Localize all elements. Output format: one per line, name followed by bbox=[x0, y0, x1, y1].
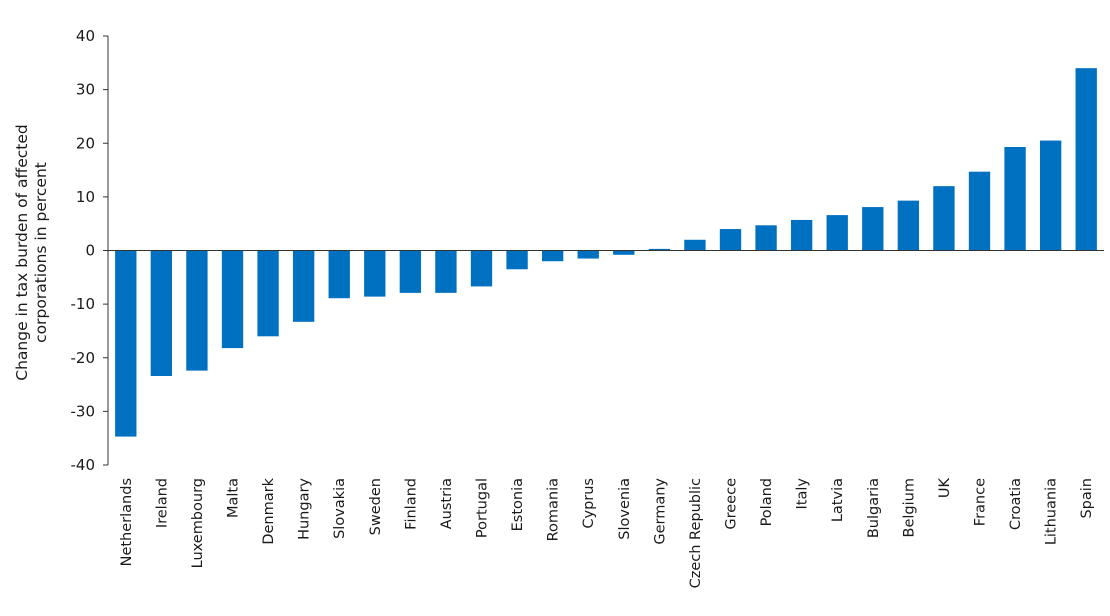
x-category-label: Luxembourg bbox=[190, 478, 206, 568]
bar-bulgaria bbox=[862, 207, 884, 251]
bar-cyprus bbox=[577, 250, 599, 259]
y-tick-label: 10 bbox=[76, 188, 95, 206]
x-category-label: Germany bbox=[652, 478, 668, 545]
y-axis-title-line: Change in tax burden of affected bbox=[13, 124, 31, 380]
bar-belgium bbox=[897, 200, 920, 251]
y-tick-label: 40 bbox=[76, 27, 95, 45]
x-axis-labels: Netherlands Ireland Luxembourg Malta Denmark… bbox=[119, 477, 1095, 588]
bar-ireland bbox=[150, 250, 173, 376]
bar-netherlands bbox=[115, 250, 137, 437]
x-category-label: Italy bbox=[795, 478, 811, 510]
x-category-label: Slovakia bbox=[332, 478, 348, 539]
y-tick-label: 30 bbox=[76, 81, 95, 99]
bar-slovakia bbox=[328, 250, 350, 299]
bar-denmark bbox=[257, 250, 279, 337]
bar-sweden bbox=[364, 250, 386, 297]
x-category-label: Belgium bbox=[901, 478, 917, 537]
y-tick-label: 20 bbox=[76, 134, 95, 152]
x-category-label: Bulgaria bbox=[866, 478, 882, 538]
x-category-label: Croatia bbox=[1008, 478, 1024, 530]
bar-czech-republic bbox=[684, 239, 706, 251]
y-tick-label: 0 bbox=[85, 242, 95, 260]
bar-uk bbox=[933, 186, 955, 251]
y-tick-label: -10 bbox=[71, 295, 96, 313]
bar-estonia bbox=[506, 250, 528, 270]
y-tick-label: -20 bbox=[71, 349, 96, 367]
bar-romania bbox=[541, 250, 564, 262]
y-axis-title-line: corporations in percent bbox=[32, 162, 50, 343]
bar-finland bbox=[399, 250, 422, 293]
y-axis-title: Change in tax burden of affected corporat… bbox=[13, 124, 50, 380]
x-category-label: Malta bbox=[226, 478, 242, 518]
bar-croatia bbox=[1004, 147, 1026, 251]
bar-lithuania bbox=[1039, 140, 1062, 251]
x-category-label: Poland bbox=[759, 478, 775, 526]
bar-hungary bbox=[292, 250, 315, 322]
x-category-label: UK bbox=[937, 478, 953, 499]
x-category-label: France bbox=[973, 478, 989, 526]
bar-portugal bbox=[470, 250, 493, 287]
x-category-label: Cyprus bbox=[581, 478, 597, 529]
x-category-label: Latvia bbox=[830, 478, 846, 522]
bar-austria bbox=[435, 250, 457, 293]
y-tick-label: -40 bbox=[71, 456, 96, 474]
bar-germany bbox=[648, 248, 671, 251]
x-category-label: Romania bbox=[546, 478, 562, 541]
bar-greece bbox=[719, 229, 742, 251]
x-category-label: Lithuania bbox=[1044, 478, 1060, 545]
bar-poland bbox=[755, 225, 777, 251]
x-category-label: Portugal bbox=[475, 478, 491, 538]
bars bbox=[115, 68, 1097, 437]
bar-latvia bbox=[826, 215, 848, 251]
x-category-label: Ireland bbox=[154, 478, 170, 528]
bar-france bbox=[968, 171, 991, 251]
x-category-label: Finland bbox=[403, 478, 419, 530]
x-category-label: Greece bbox=[724, 478, 740, 530]
x-category-label: Denmark bbox=[261, 477, 277, 544]
x-category-label: Estonia bbox=[510, 478, 526, 531]
y-axis-ticks: 40 30 20 10 0 -10 -20 -30 -40 bbox=[71, 27, 108, 474]
bar-slovenia bbox=[613, 250, 635, 255]
x-category-label: Czech Republic bbox=[688, 478, 704, 588]
bar-spain bbox=[1075, 68, 1097, 251]
x-category-label: Hungary bbox=[297, 478, 313, 540]
x-category-label: Slovenia bbox=[617, 478, 633, 540]
y-tick-label: -30 bbox=[71, 402, 96, 420]
x-category-label: Sweden bbox=[368, 478, 384, 535]
bar-malta bbox=[221, 250, 244, 349]
x-category-label: Spain bbox=[1079, 478, 1095, 519]
x-category-label: Austria bbox=[439, 478, 455, 529]
bar-italy bbox=[790, 219, 813, 251]
bar-luxembourg bbox=[186, 250, 208, 371]
x-category-label: Netherlands bbox=[119, 478, 135, 566]
